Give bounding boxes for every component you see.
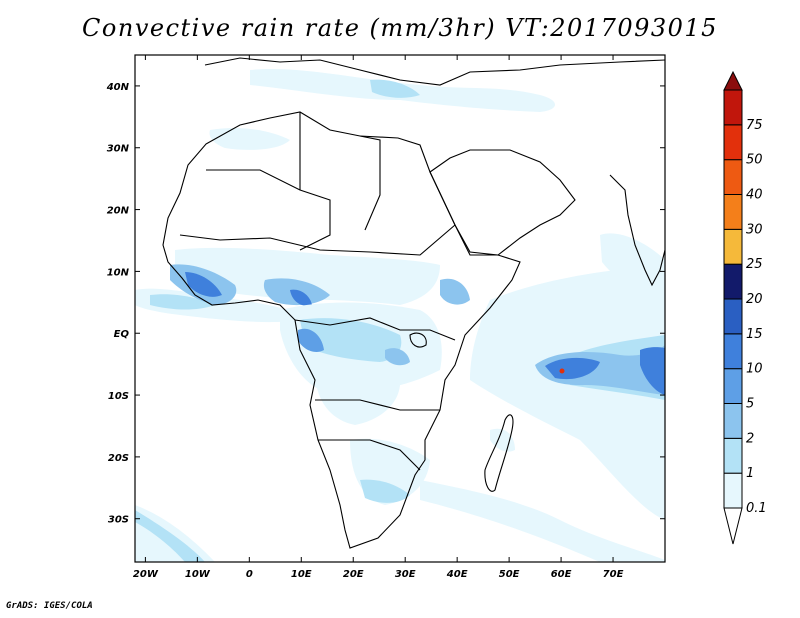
colorbar-segment bbox=[723, 437, 743, 474]
longitude-axis: 20W 10W 0 10E 20E 30E 40E 50E 60E 70E bbox=[133, 55, 624, 580]
colorbar-tip-top bbox=[723, 70, 743, 91]
lon-tick-label: 10W bbox=[185, 569, 211, 580]
colorbar-label: 50 bbox=[746, 153, 763, 168]
lon-tick-label: 10E bbox=[291, 569, 312, 580]
border-southern bbox=[315, 399, 440, 411]
colorbar-segment bbox=[723, 228, 743, 265]
rain-area-east-tip bbox=[640, 347, 665, 395]
border-south bbox=[318, 439, 421, 471]
colorbar-tip-bottom bbox=[723, 507, 743, 545]
rain-area-gabon bbox=[298, 328, 324, 352]
lon-tick-label: 40E bbox=[446, 569, 468, 580]
rain-area-sahel bbox=[175, 247, 440, 305]
coastlines-borders bbox=[162, 57, 665, 549]
europe-coastline bbox=[204, 57, 665, 86]
colorbar-label: 10 bbox=[746, 362, 763, 377]
lat-tick-label: 20S bbox=[108, 453, 129, 464]
rain-area-indian-ocean bbox=[470, 265, 665, 520]
rain-area-congo bbox=[300, 318, 402, 362]
lat-tick-label: 10S bbox=[108, 391, 129, 402]
rain-area-south-atlantic-band bbox=[135, 510, 205, 562]
rain-area-arabian-sea-outer bbox=[600, 233, 665, 290]
colorbar-segment bbox=[723, 89, 743, 126]
rain-area-southeast-ocean bbox=[420, 480, 665, 562]
chart-title: Convective rain rate (mm/3hr) VT:2017093… bbox=[82, 14, 718, 42]
lat-tick-label: EQ bbox=[114, 329, 130, 340]
lat-tick-label: 10N bbox=[107, 267, 130, 278]
lon-tick-label: 20W bbox=[133, 569, 159, 580]
colorbar-label: 40 bbox=[746, 188, 763, 203]
grads-credit: GrADS: IGES/COLA bbox=[6, 601, 93, 611]
rain-area-mascarene bbox=[535, 345, 665, 395]
rain-area-madagascar-coast bbox=[490, 428, 515, 452]
precipitation-field bbox=[135, 68, 665, 562]
colorbar-label: 25 bbox=[746, 257, 763, 272]
latitude-axis: 40N 30N 20N 10N EQ 10S 20S 30S bbox=[106, 82, 665, 526]
colorbar-segment bbox=[723, 263, 743, 300]
lon-tick-label: 20E bbox=[343, 569, 364, 580]
colorbar-segment bbox=[723, 298, 743, 335]
rain-area-cameroon bbox=[290, 289, 312, 306]
lon-tick-label: 60E bbox=[551, 569, 572, 580]
colorbar-segment bbox=[723, 194, 743, 230]
colorbar-label: 5 bbox=[746, 397, 754, 412]
rain-area-ethiopia bbox=[440, 278, 470, 305]
colorbar-segment bbox=[723, 124, 743, 161]
lake-victoria bbox=[409, 332, 427, 348]
map-frame bbox=[134, 54, 666, 563]
africa-coastline bbox=[162, 111, 521, 549]
lat-tick-label: 20N bbox=[107, 206, 130, 217]
border-sahara-2 bbox=[299, 112, 381, 231]
lat-tick-label: 40N bbox=[106, 82, 130, 93]
colorbar-segment bbox=[723, 159, 743, 196]
rain-area-angola bbox=[315, 368, 400, 425]
rain-area-southern-ocean bbox=[135, 505, 215, 562]
rain-area-west-africa-core bbox=[185, 272, 222, 297]
colorbar-label: 15 bbox=[746, 327, 763, 342]
border-sahel bbox=[179, 224, 456, 256]
rain-area-aegean bbox=[370, 79, 420, 98]
colorbar-segment bbox=[723, 403, 743, 439]
lat-tick-label: 30N bbox=[107, 144, 130, 155]
border-sahara-1 bbox=[206, 169, 331, 251]
lat-tick-label: 30S bbox=[108, 515, 129, 526]
madagascar-coastline bbox=[484, 414, 514, 492]
lon-tick-label: 50E bbox=[499, 569, 520, 580]
colorbar-segment bbox=[723, 333, 743, 370]
border-central bbox=[294, 317, 456, 341]
colorbar-label: 0.1 bbox=[746, 501, 767, 516]
india-coastline bbox=[609, 174, 665, 287]
colorbar-segment bbox=[723, 472, 743, 509]
rain-area-gulf-guinea-core bbox=[150, 294, 215, 310]
colorbar-label: 2 bbox=[746, 431, 754, 446]
rain-area-north-africa bbox=[209, 128, 290, 150]
colorbar-label: 30 bbox=[746, 222, 763, 237]
lon-tick-label: 30E bbox=[395, 569, 416, 580]
colorbar-label: 1 bbox=[746, 466, 754, 481]
arabian-peninsula-coastline bbox=[429, 149, 576, 256]
colorbar-segment bbox=[723, 368, 743, 404]
lon-tick-label: 70E bbox=[603, 569, 624, 580]
rain-area-great-lakes bbox=[385, 348, 410, 366]
rain-area-mascarene-core bbox=[545, 357, 600, 380]
colorbar-label: 75 bbox=[746, 118, 763, 133]
colorbar-label: 20 bbox=[746, 292, 763, 307]
lon-tick-label: 0 bbox=[246, 569, 253, 580]
rain-area-botswana bbox=[360, 479, 410, 503]
rain-area-heavy-cell bbox=[559, 368, 565, 374]
